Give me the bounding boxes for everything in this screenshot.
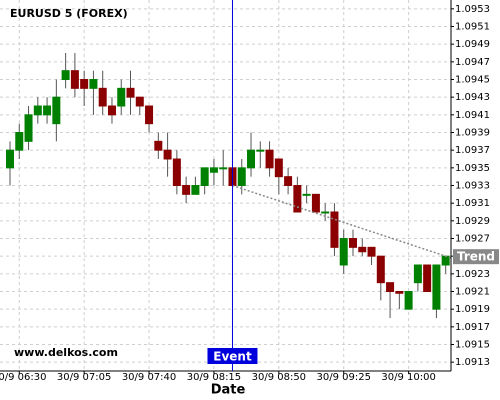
x-tick-label: 30/9 06:30 [0, 372, 46, 383]
y-tick-label: 1.0917 [455, 322, 490, 333]
y-tick-label: 1.0921 [455, 287, 490, 298]
candle-body [200, 167, 209, 186]
y-tick-label: 1.0941 [455, 110, 490, 121]
candle-body [311, 193, 320, 213]
plot-area [0, 0, 451, 371]
candle-body [284, 176, 293, 187]
y-tick-label: 1.0939 [455, 128, 490, 139]
candle-body [441, 255, 450, 266]
x-tick-label: 30/9 08:50 [252, 372, 306, 383]
y-tick-label: 1.0943 [455, 92, 490, 103]
candle-body [358, 246, 367, 253]
x-tick-label: 30/9 09:25 [316, 372, 370, 383]
y-tick-label: 1.0935 [455, 163, 490, 174]
y-tick-label: 1.0951 [455, 22, 490, 33]
x-axis-label: Date [211, 383, 246, 398]
candle-body [432, 264, 441, 310]
y-tick-label: 1.0923 [455, 269, 490, 280]
candle-body [237, 167, 246, 186]
candle-body [330, 211, 339, 248]
candle-body [404, 291, 413, 310]
candle-body [367, 246, 376, 257]
x-tick-label: 30/9 08:15 [187, 372, 241, 383]
candle-body [321, 211, 330, 214]
candle-body [6, 149, 14, 169]
candle-body [219, 167, 228, 170]
candle-body [33, 105, 42, 116]
y-tick-label: 1.0919 [455, 304, 490, 315]
y-tick-label: 1.0933 [455, 181, 490, 192]
candle-body [413, 264, 422, 284]
x-tick-label: 30/9 07:40 [122, 372, 176, 383]
candle-body [274, 158, 283, 178]
y-tick-label: 1.0929 [455, 216, 490, 227]
candle-body [80, 79, 89, 89]
y-tick-label: 1.0915 [455, 340, 490, 351]
candle-body [15, 132, 24, 151]
candle-body [98, 87, 107, 107]
candle-body [293, 185, 302, 213]
trend-label-box [453, 249, 499, 265]
candle-body [89, 79, 98, 89]
candle-body [145, 105, 154, 125]
candle-body [209, 167, 218, 173]
event-label: Event [213, 350, 252, 364]
candle-body [302, 193, 311, 196]
candle-body [70, 70, 79, 89]
y-tick-label: 1.0947 [455, 57, 490, 68]
candle-body [265, 149, 274, 169]
y-tick-label: 1.0953 [455, 4, 490, 15]
candle-body [339, 238, 348, 266]
candle-body [247, 149, 256, 169]
y-tick-label: 1.0945 [455, 75, 490, 86]
candle-body [172, 158, 181, 186]
watermark: www.delkos.com [14, 346, 118, 359]
x-tick-label: 30/9 07:05 [57, 372, 111, 383]
y-tick-label: 1.0927 [455, 234, 490, 245]
candle-body [182, 185, 191, 195]
candle-body [43, 105, 52, 116]
candle-body [423, 264, 432, 292]
candle-body [52, 96, 61, 125]
y-tick-label: 1.0913 [455, 357, 490, 368]
candle-body [348, 238, 357, 248]
candle-body [24, 114, 33, 142]
x-tick-label: 30/9 10:00 [381, 372, 435, 383]
candle-body [395, 291, 404, 294]
candle-body [117, 87, 126, 107]
candle-body [376, 255, 385, 284]
chart-title: EURUSD 5 (FOREX) [10, 7, 128, 20]
candle-body [154, 140, 163, 151]
candle-body [191, 185, 200, 195]
candle-body [135, 96, 144, 107]
candle-body [61, 70, 70, 80]
event-label-box [207, 348, 258, 364]
y-tick-label: 1.0937 [455, 145, 490, 156]
y-tick-label: 1.0931 [455, 198, 490, 209]
y-tick-label: 1.0949 [455, 39, 490, 50]
candle-body [386, 282, 395, 292]
candle-body [107, 105, 116, 116]
trend-label: Trend [457, 250, 495, 264]
candle-body [256, 149, 265, 152]
candle-body [163, 149, 172, 160]
candle-body [126, 87, 135, 98]
